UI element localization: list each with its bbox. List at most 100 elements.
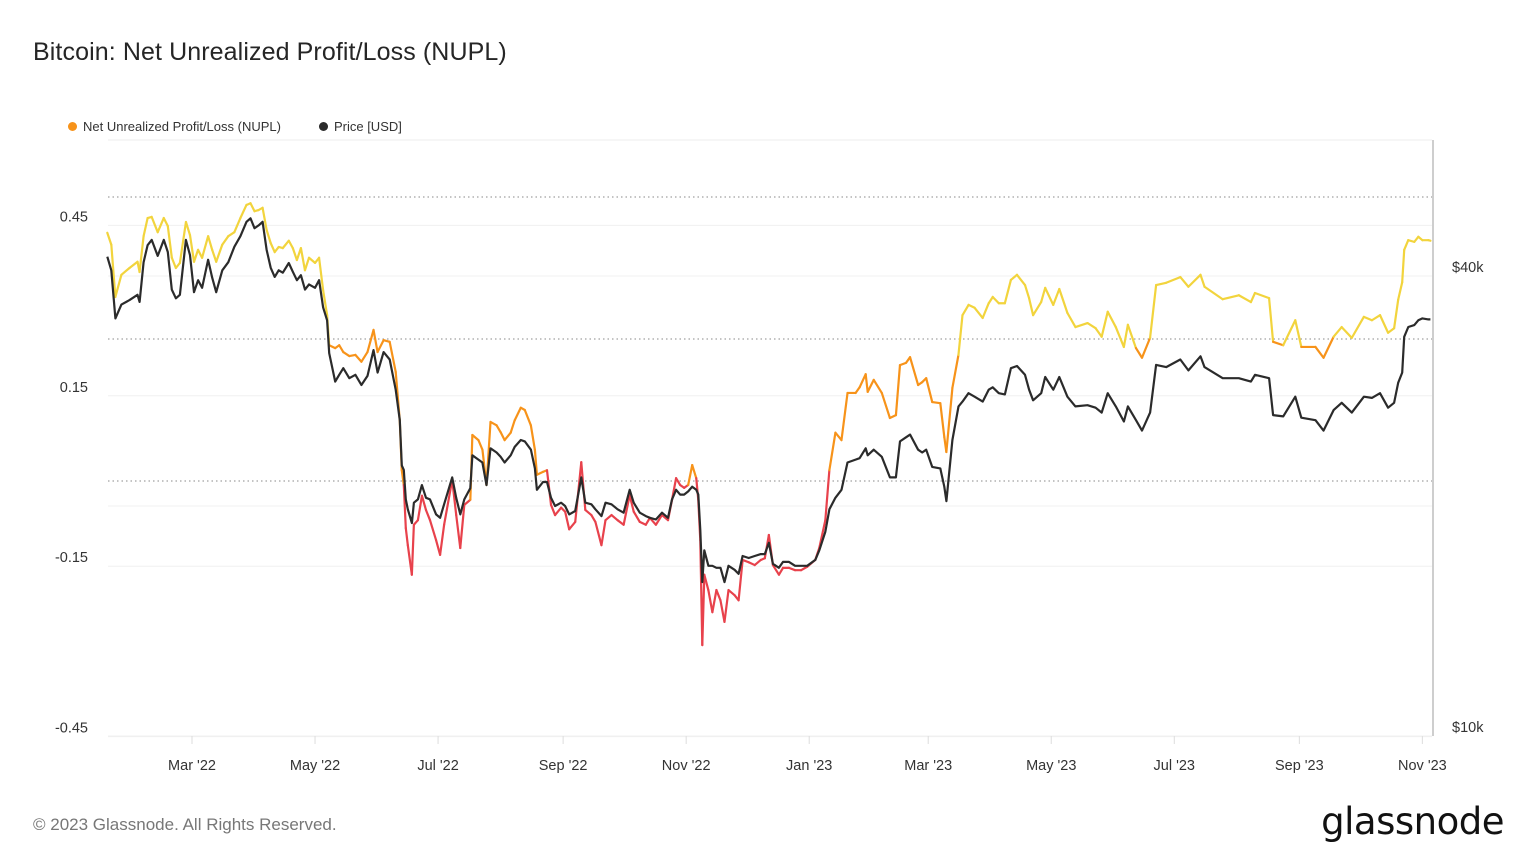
nupl-segment [455, 513, 462, 550]
nupl-segment [120, 266, 131, 276]
nupl-segment [987, 295, 994, 305]
nupl-segment [1253, 291, 1271, 300]
nupl-segment [1009, 273, 1019, 282]
nupl-segment [590, 513, 597, 523]
nupl-segment [908, 356, 920, 387]
y-left-tick-label: 0.15 [60, 380, 88, 396]
nupl-segment [771, 563, 781, 576]
nupl-segment [156, 216, 165, 234]
nupl-segment [737, 558, 744, 602]
price-series [106, 217, 1431, 584]
nupl-segment [338, 344, 345, 354]
nupl-segment [233, 216, 242, 234]
nupl-segment [711, 588, 718, 614]
nupl-segment [503, 431, 512, 442]
nupl-segment [388, 340, 397, 374]
threshold-lines [108, 196, 1432, 482]
nupl-segment [110, 243, 117, 299]
nupl-segment [1040, 286, 1047, 304]
nupl-segment [1362, 315, 1374, 322]
nupl-segment [1221, 294, 1240, 301]
nupl-segment [299, 247, 307, 272]
nupl-segment [499, 431, 506, 442]
nupl-segment [438, 523, 446, 556]
nupl-segment [535, 470, 545, 476]
nupl-segment [1386, 327, 1396, 334]
nupl-segment [1106, 310, 1117, 329]
nupl-segment [945, 386, 954, 454]
x-tick-label: Nov '22 [662, 758, 711, 774]
nupl-segment [249, 202, 256, 213]
x-tick-label: Sep '23 [1275, 758, 1324, 774]
nupl-segment [638, 520, 647, 526]
nupl-segment [1134, 346, 1144, 359]
nupl-segment [600, 519, 607, 547]
nupl-segment [707, 588, 714, 614]
nupl-segment [188, 233, 196, 263]
nupl-segment [1148, 283, 1158, 339]
nupl-segment [723, 588, 730, 623]
nupl-segment [864, 373, 869, 393]
nupl-segment [495, 424, 502, 434]
legend-item-price[interactable]: Price [USD] [318, 119, 402, 134]
nupl-segment [894, 364, 902, 417]
nupl-segment [715, 588, 722, 602]
nupl-segment [192, 248, 200, 263]
glassnode-logo: glassnode [1321, 800, 1504, 843]
nupl-segment [354, 353, 363, 363]
nupl-segment [1401, 248, 1406, 284]
nupl-segment [1322, 335, 1335, 359]
nupl-segment [178, 220, 188, 264]
nupl-segment [1052, 287, 1061, 307]
nupl-segment [719, 599, 726, 623]
nupl-segment [404, 527, 409, 547]
nupl-segment [549, 503, 557, 517]
nupl-segment [477, 439, 484, 451]
nupl-segment [513, 406, 522, 422]
nupl-segment [428, 519, 438, 542]
nupl-segment [142, 216, 149, 238]
nupl-segment [1114, 325, 1125, 349]
x-tick-label: Jan '23 [786, 758, 832, 774]
nupl-segment [632, 510, 641, 523]
nupl-segment [818, 519, 827, 550]
nupl-segment [1155, 281, 1168, 287]
nupl-segment [610, 513, 619, 522]
nupl-segment [265, 228, 272, 245]
nupl-segment [1272, 340, 1285, 347]
legend-label-nupl: Net Unrealized Profit/Loss (NUPL) [83, 119, 281, 134]
legend-label-price: Price [USD] [333, 119, 402, 134]
nupl-segment [106, 231, 113, 246]
copyright-notice: © 2023 Glassnode. All Rights Reserved. [33, 815, 337, 834]
legend-item-nupl[interactable]: Net Unrealized Profit/Loss (NUPL) [68, 119, 281, 134]
nupl-segment [800, 565, 809, 572]
nupl-segment [372, 328, 379, 354]
y-axis-left: 0.45 0.15 -0.15 -0.45 [55, 209, 88, 736]
nupl-segment [1023, 283, 1031, 300]
nupl-segment [420, 494, 428, 512]
nupl-segment [654, 513, 664, 526]
nupl-segment [317, 256, 325, 292]
nupl-segment [1403, 239, 1410, 251]
nupl-segment [931, 400, 942, 405]
nupl-segment [138, 235, 145, 274]
nupl-segment [703, 573, 710, 592]
nupl-segment [1066, 311, 1077, 329]
x-tick-label: May '22 [290, 758, 340, 774]
nupl-segment [239, 203, 248, 220]
nupl-segment [747, 561, 756, 567]
nupl-segment [991, 295, 1000, 305]
nupl-segment [459, 503, 466, 550]
x-tick-label: Mar '22 [168, 758, 216, 774]
nupl-segment [834, 431, 843, 442]
nupl-segment [973, 306, 984, 320]
nupl-segment [880, 391, 891, 420]
nupl-segment [701, 573, 706, 647]
price-line [106, 217, 1431, 584]
x-tick-label: Jul '23 [1154, 758, 1195, 774]
nupl-segment [660, 513, 670, 522]
nupl-segment [303, 256, 311, 272]
nupl-segment [1015, 273, 1027, 287]
nupl-segment [366, 328, 375, 354]
